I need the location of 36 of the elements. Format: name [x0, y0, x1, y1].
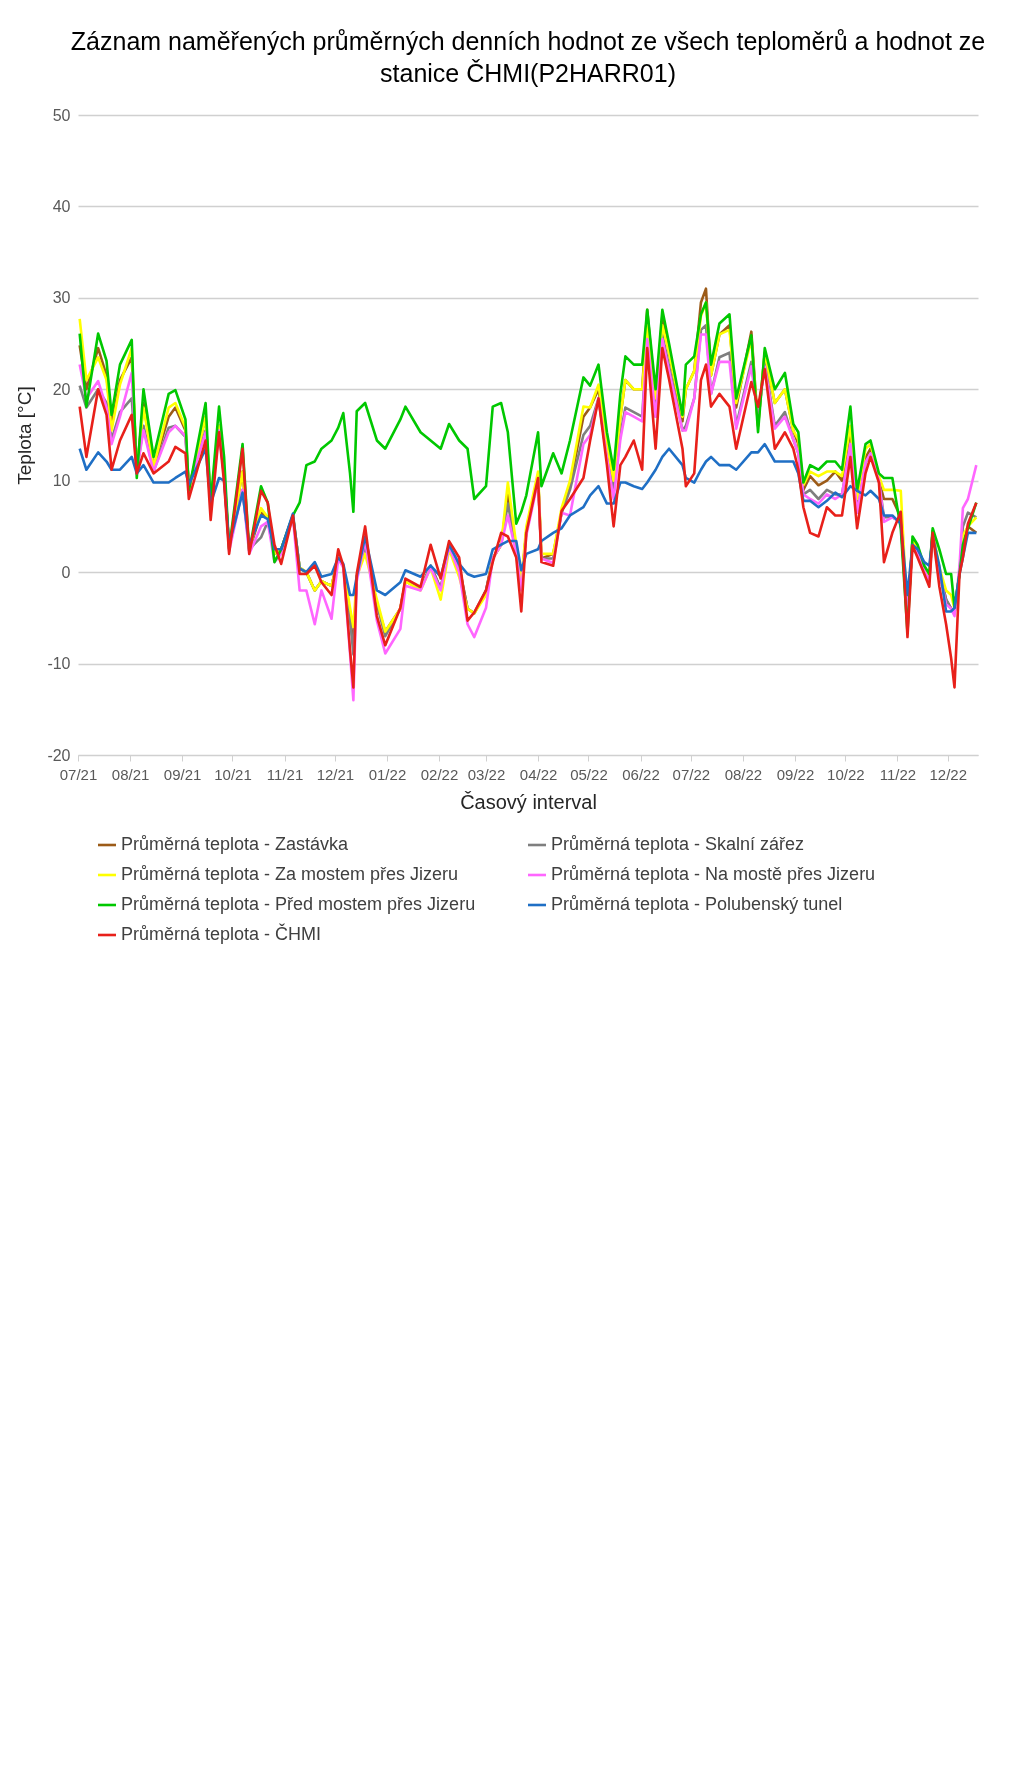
x-tick-label: 06/22 — [622, 765, 660, 783]
x-tick-label: 10/22 — [827, 765, 865, 783]
y-tick-label: 40 — [52, 197, 71, 215]
y-tick-label: 30 — [52, 289, 71, 307]
y-tick-label: 10 — [52, 472, 71, 490]
x-tick-label: 10/21 — [214, 765, 252, 783]
x-tick-label: 07/21 — [59, 765, 98, 783]
y-tick-label: 50 — [52, 106, 71, 124]
x-tick-label: 09/21 — [163, 765, 202, 783]
x-tick-label: 12/21 — [316, 765, 355, 783]
x-tick-label: 01/22 — [368, 765, 407, 783]
legend-label: Průměrná teplota - Polubenský tunel — [551, 894, 843, 914]
x-axis-title: Časový interval — [460, 790, 597, 813]
legend-label: Průměrná teplota - Před mostem přes Jizeru — [121, 894, 476, 914]
x-tick-label: 03/22 — [467, 765, 506, 783]
x-tick-label: 02/22 — [420, 765, 459, 783]
x-tick-label: 08/21 — [111, 765, 150, 783]
y-tick-label: 0 — [61, 563, 71, 581]
legend-label: Průměrná teplota - Za mostem přes Jizeru — [121, 864, 459, 884]
legend-label: Průměrná teplota - Skalní zářez — [551, 834, 805, 854]
x-tick-label: 11/21 — [266, 765, 304, 783]
x-tick-label: 09/22 — [776, 765, 815, 783]
y-tick-label: -10 — [47, 655, 71, 673]
x-tick-label: 11/22 — [879, 765, 917, 783]
y-axis-title: Teplota [°C] — [14, 386, 36, 485]
legend-label: Průměrná teplota - Na mostě přes Jizeru — [551, 864, 876, 884]
y-tick-label: -20 — [47, 746, 71, 764]
x-tick-label: 04/22 — [519, 765, 558, 783]
x-tick-label: 12/22 — [929, 765, 968, 783]
x-tick-label: 08/22 — [724, 765, 763, 783]
x-tick-label: 07/22 — [672, 765, 711, 783]
legend-label: Průměrná teplota - ČHMI — [121, 923, 322, 944]
legend-label: Průměrná teplota - Zastávka — [121, 834, 350, 854]
y-tick-label: 20 — [52, 380, 71, 398]
x-tick-label: 05/22 — [570, 765, 608, 783]
chart-title: Záznam naměřených průměrných denních hodnot ze všech teploměrů a hodnot ze stanice ČHMI(P2HARR01) — [70, 27, 986, 87]
